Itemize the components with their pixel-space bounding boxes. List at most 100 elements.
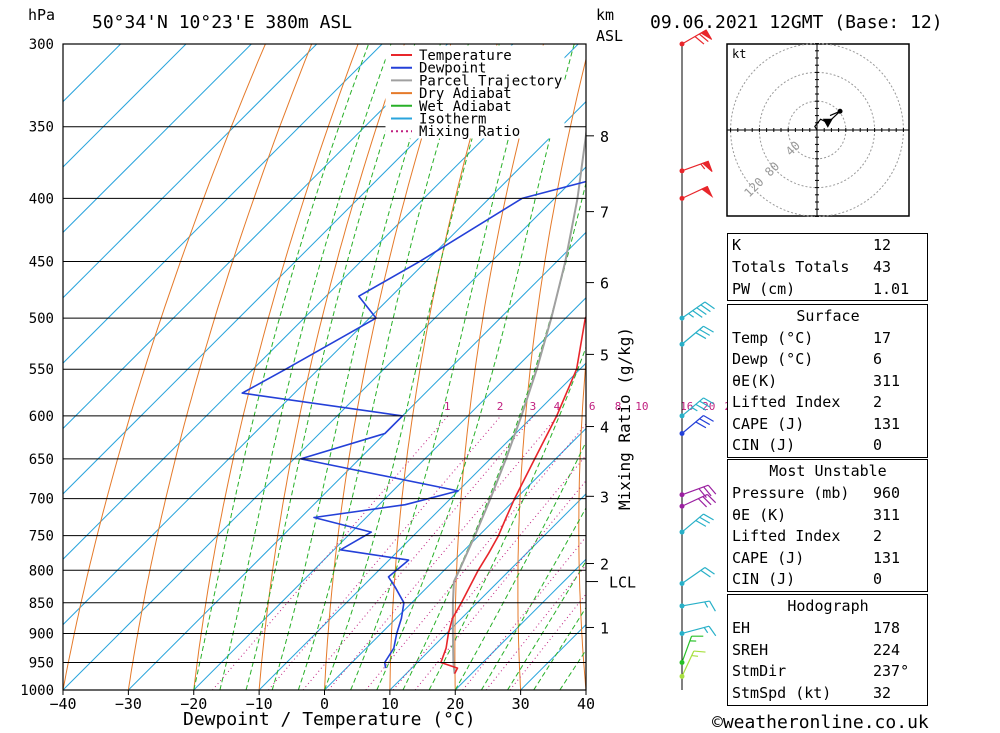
temp-tick-label: 10: [381, 695, 399, 713]
wind-barb-pennant: [700, 185, 714, 199]
wind-barb-feather: [694, 36, 705, 45]
indices-box: K 12 Totals Totals 43 PW (cm) 1.01: [727, 233, 928, 301]
wind-barb-feather: [700, 304, 711, 313]
wind-barb-half-feather: [691, 407, 698, 412]
surface-box: Surface Temp (°C) 17 Dewp (°C) 6 θE(K) 311 …: [727, 304, 928, 458]
wind-barb-feather: [692, 310, 703, 318]
isotherm-line: [63, 44, 448, 430]
wind-barb-staff: [681, 566, 706, 585]
most-unstable-title: Most Unstable: [769, 462, 887, 480]
storm-motion-marker: [822, 118, 833, 128]
hodograph-endpoint: [837, 108, 843, 114]
x-axis-title: Dewpoint / Temperature (°C): [183, 709, 476, 730]
legend-label: Dewpoint: [419, 61, 486, 77]
pressure-tick-label: 650: [29, 452, 54, 468]
pressure-tick-label: 950: [29, 655, 54, 671]
wind-barb-half-feather: [688, 313, 694, 318]
pressure-tick-label: 750: [29, 529, 54, 545]
wind-barb-pennant: [701, 160, 713, 172]
hodograph-title: Hodograph: [787, 597, 869, 615]
lcl-label: LCL: [609, 574, 636, 592]
pressure-tick-label: 1000: [20, 683, 54, 699]
wind-barb-feather: [702, 496, 712, 506]
wind-barb-feather: [703, 325, 714, 333]
wind-barb-half-feather: [704, 601, 709, 608]
asl-unit-label: ASL: [596, 27, 623, 45]
wind-barb-feather: [704, 566, 715, 575]
most-unstable-row: Pressure (mb) 960: [732, 484, 901, 502]
wind-barb-feather: [703, 414, 714, 422]
temp-tick-label: 0: [320, 695, 329, 713]
km-tick-label: 8: [600, 128, 609, 146]
wind-barb-feather: [703, 397, 714, 405]
km-tick-label: 3: [600, 488, 609, 506]
mixing-ratio-label: 8: [615, 400, 622, 413]
pressure-tick-label: 450: [29, 255, 54, 271]
dry-adiabat-line: [193, 44, 359, 690]
temp-tick-label: 30: [512, 695, 530, 713]
most-unstable-row: θE (K) 311: [732, 506, 901, 524]
dry-adiabat-line: [695, 44, 729, 690]
temp-tick-label: 40: [577, 695, 595, 713]
isotherm-line: [63, 44, 121, 103]
isotherm-line: [389, 493, 586, 690]
wind-barb-half-feather: [703, 627, 709, 634]
mixing-ratio-line: [365, 423, 586, 690]
mixing-ratio-label: 4: [554, 400, 561, 413]
wet-adiabat-line: [350, 44, 535, 690]
datetime-title: 09.06.2021 12GMT (Base: 12): [650, 12, 943, 33]
legend-bg: [385, 45, 565, 139]
wind-barbs: [679, 29, 717, 690]
wind-barb-feather: [708, 625, 717, 637]
hpa-unit-label: hPa: [28, 6, 55, 24]
wet-adiabat-line: [271, 44, 441, 690]
km-tick-label: 6: [600, 275, 609, 293]
wind-barb-feather: [703, 513, 714, 521]
km-tick-label: 1: [600, 619, 609, 637]
pressure-tick-label: 900: [29, 626, 54, 642]
index-row: Totals Totals 43: [732, 258, 892, 276]
index-row: PW (cm) 1.01: [732, 280, 910, 298]
wind-barb-feather: [698, 33, 709, 42]
hodograph-row: SREH 224: [732, 641, 901, 659]
temp-tick-label: 20: [446, 695, 464, 713]
surface-row: Temp (°C) 17: [732, 329, 892, 347]
isotherm-line: [454, 558, 586, 690]
most-unstable-box: Most Unstable Pressure (mb) 960 θE (K) 311…: [727, 459, 928, 592]
wind-barb-half-feather: [700, 163, 706, 170]
isotherm-line: [258, 362, 586, 690]
temp-tick-label: −30: [115, 695, 142, 713]
pressure-tick-label: 850: [29, 596, 54, 612]
location-title: 50°34'N 10°23'E 380m ASL: [92, 12, 352, 33]
wind-barb-staff: [681, 625, 710, 635]
surface-row: θE(K) 311: [732, 372, 901, 390]
surface-row: Lifted Index 2: [732, 393, 883, 411]
wind-barb-feather: [703, 486, 712, 497]
wind-barb-feather: [704, 301, 715, 310]
legend-label: Dry Adiabat: [419, 86, 512, 102]
wind-barb-half-feather: [691, 654, 699, 657]
isotherm-line: [63, 100, 586, 626]
most-unstable-row: CAPE (J) 131: [732, 549, 901, 567]
surface-row: Dewp (°C) 6: [732, 350, 883, 368]
surface-row: CAPE (J) 131: [732, 415, 901, 433]
pressure-tick-label: 500: [29, 311, 54, 327]
mixing-ratio-line: [268, 415, 502, 690]
km-tick-label: 5: [600, 346, 609, 364]
most-unstable-row: CIN (J) 0: [732, 570, 883, 588]
index-row: K 12: [732, 236, 892, 254]
pressure-tick-label: 550: [29, 362, 54, 378]
hodograph-row: EH 178: [732, 619, 901, 637]
km-tick-label: 4: [600, 419, 609, 437]
mixing-ratio-axis-title: Mixing Ratio (g/kg): [615, 327, 634, 510]
isotherm-line: [324, 427, 586, 690]
wet-adiabat-line: [402, 181, 586, 690]
isotherm-line: [128, 231, 586, 690]
wind-barb-feather: [699, 418, 711, 426]
temp-tick-label: −40: [49, 695, 76, 713]
isotherm-line: [63, 44, 187, 168]
mixing-ratio-line: [485, 564, 586, 690]
wind-barb-feather: [699, 400, 711, 408]
